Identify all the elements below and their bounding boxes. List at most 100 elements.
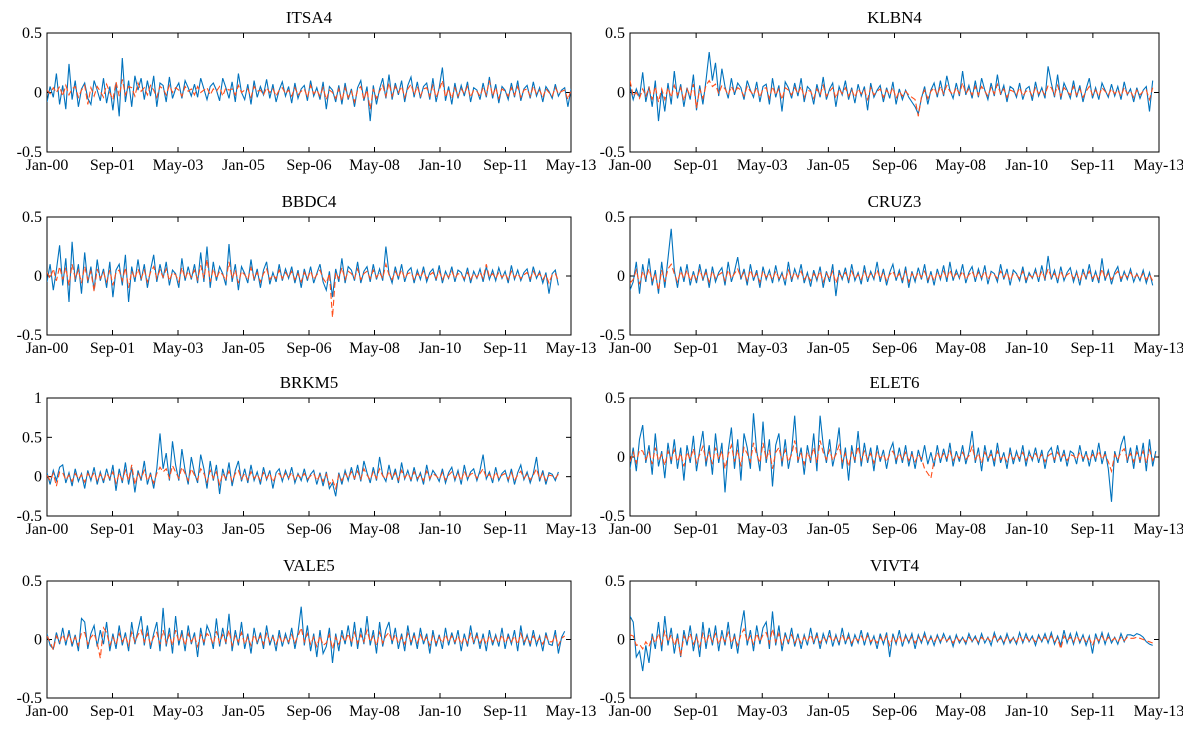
x-tick-label: Jan-10	[1005, 157, 1048, 174]
x-tick-label: Jan-00	[26, 521, 69, 538]
chart-title: BRKM5	[280, 373, 339, 392]
x-tick-label: Jan-10	[419, 703, 462, 720]
x-tick-label: Jan-00	[609, 703, 652, 720]
x-tick-label: May-03	[737, 703, 788, 720]
x-tick-label: May-13	[1134, 157, 1183, 174]
y-tick-label: 0.5	[22, 573, 42, 590]
x-tick-label: Sep-01	[90, 157, 135, 174]
x-tick-label: Jan-10	[1005, 703, 1048, 720]
y-tick-label: 0	[34, 469, 42, 486]
x-tick-label: May-03	[737, 340, 788, 357]
y-tick-label: -0.5	[600, 690, 625, 707]
chart-panel-brkm5: BRKM5 -0.5 0 0.5 1 Jan-00 Sep-01 May-03 Jan-05 Se…	[17, 373, 597, 538]
x-tick-label: Sep-11	[1071, 340, 1116, 357]
chart-panel-klbn4: KLBN4 -0.5 0 0.5 Jan-00 Sep-01 May-03 Jan-05 Sep…	[600, 8, 1183, 174]
chart-title: VALE5	[283, 556, 335, 575]
x-tick-label: May-03	[153, 340, 204, 357]
chart-panel-itsa4: ITSA4 -0.5 0 0.5 Jan-00 Sep-01 May-03 Jan-05 Sep…	[17, 8, 597, 174]
y-tick-label: -0.5	[17, 690, 42, 707]
series-line-solid	[47, 606, 566, 663]
series-line-dashed	[630, 79, 1154, 117]
y-tick-label: 0.5	[605, 25, 625, 42]
x-tick-label: Jan-00	[26, 340, 69, 357]
chart-title: ELET6	[869, 373, 919, 392]
x-tick-label: Jan-10	[1005, 340, 1048, 357]
y-tick-label: 0	[617, 268, 625, 285]
chart-title: BBDC4	[282, 192, 337, 211]
x-tick-label: May-13	[546, 157, 597, 174]
x-tick-label: Jan-05	[222, 340, 265, 357]
chart-panel-vale5: VALE5 -0.5 0 0.5 Jan-00 Sep-01 May-03 Jan-05 Sep…	[17, 556, 597, 720]
y-tick-label: 0	[617, 85, 625, 102]
chart-title: CRUZ3	[868, 192, 922, 211]
x-tick-label: Sep-01	[90, 703, 135, 720]
x-tick-label: Sep-11	[483, 521, 528, 538]
x-tick-label: Sep-01	[673, 521, 718, 538]
x-tick-label: Jan-00	[609, 521, 652, 538]
y-tick-label: -0.5	[17, 508, 42, 525]
x-tick-label: May-03	[153, 703, 204, 720]
series-line-dashed	[47, 464, 559, 491]
chart-panel-elet6: ELET6 -0.5 0 0.5 Jan-00 Sep-01 May-03 Jan-05 Sep…	[600, 373, 1183, 538]
series-line-dashed	[630, 440, 1157, 480]
x-tick-label: Sep-11	[483, 157, 528, 174]
series-line-dashed	[630, 627, 1153, 656]
y-tick-label: -0.5	[17, 144, 42, 161]
x-tick-label: May-08	[349, 703, 400, 720]
x-tick-label: Jan-05	[807, 703, 850, 720]
x-tick-label: Sep-06	[286, 703, 331, 720]
x-tick-label: Sep-06	[286, 521, 331, 538]
y-tick-label: 0	[34, 268, 42, 285]
chart-panel-cruz3: CRUZ3 -0.5 0 0.5 Jan-00 Sep-01 May-03 Jan-05 Sep…	[600, 192, 1183, 357]
x-tick-label: May-13	[546, 703, 597, 720]
x-tick-label: Jan-05	[222, 703, 265, 720]
x-tick-label: Sep-11	[1071, 521, 1116, 538]
x-tick-label: May-08	[349, 340, 400, 357]
x-tick-label: Jan-10	[419, 521, 462, 538]
x-tick-label: Sep-01	[673, 157, 718, 174]
x-tick-label: Sep-11	[483, 340, 528, 357]
x-tick-label: Sep-01	[90, 521, 135, 538]
series-line-dashed	[47, 259, 559, 318]
y-tick-label: 0	[617, 632, 625, 649]
x-tick-label: May-08	[935, 157, 986, 174]
x-tick-label: Sep-06	[872, 340, 917, 357]
x-tick-label: May-03	[153, 521, 204, 538]
chart-title: VIVT4	[870, 556, 920, 575]
x-tick-label: Sep-06	[872, 703, 917, 720]
y-tick-label: 0.5	[605, 390, 625, 407]
x-tick-label: Jan-00	[26, 703, 69, 720]
x-tick-label: Sep-01	[90, 340, 135, 357]
y-tick-label: 0.5	[22, 25, 42, 42]
x-tick-label: Jan-00	[609, 340, 652, 357]
y-tick-label: 1	[34, 390, 42, 407]
x-tick-label: May-13	[546, 340, 597, 357]
axes-box	[46, 397, 572, 517]
y-tick-label: 0.5	[22, 429, 42, 446]
series-line-solid	[630, 413, 1157, 502]
x-tick-label: May-08	[349, 157, 400, 174]
x-tick-label: May-03	[737, 521, 788, 538]
series-line-solid	[47, 57, 571, 122]
x-tick-label: Jan-10	[419, 340, 462, 357]
x-tick-label: Sep-06	[872, 157, 917, 174]
chart-panel-bbdc4: BBDC4 -0.5 0 0.5 Jan-00 Sep-01 May-03 Jan-05 Sep…	[17, 192, 597, 357]
x-tick-label: Jan-10	[1005, 521, 1048, 538]
y-tick-label: 0.5	[605, 573, 625, 590]
x-tick-label: May-08	[935, 703, 986, 720]
x-tick-label: May-03	[153, 157, 204, 174]
x-tick-label: Jan-00	[609, 157, 652, 174]
x-tick-label: May-03	[737, 157, 788, 174]
x-tick-label: Jan-05	[807, 340, 850, 357]
x-tick-label: Sep-11	[1071, 703, 1116, 720]
y-tick-label: 0.5	[605, 209, 625, 226]
x-tick-label: Sep-06	[286, 157, 331, 174]
x-tick-label: May-08	[935, 521, 986, 538]
x-tick-label: May-13	[546, 521, 597, 538]
y-tick-label: 0.5	[22, 209, 42, 226]
chart-title: KLBN4	[867, 8, 922, 27]
x-tick-label: Jan-10	[419, 157, 462, 174]
x-tick-label: May-13	[1134, 340, 1183, 357]
chart-panel-vivt4: VIVT4 -0.5 0 0.5 Jan-00 Sep-01 May-03 Jan-05 Sep…	[600, 556, 1183, 720]
